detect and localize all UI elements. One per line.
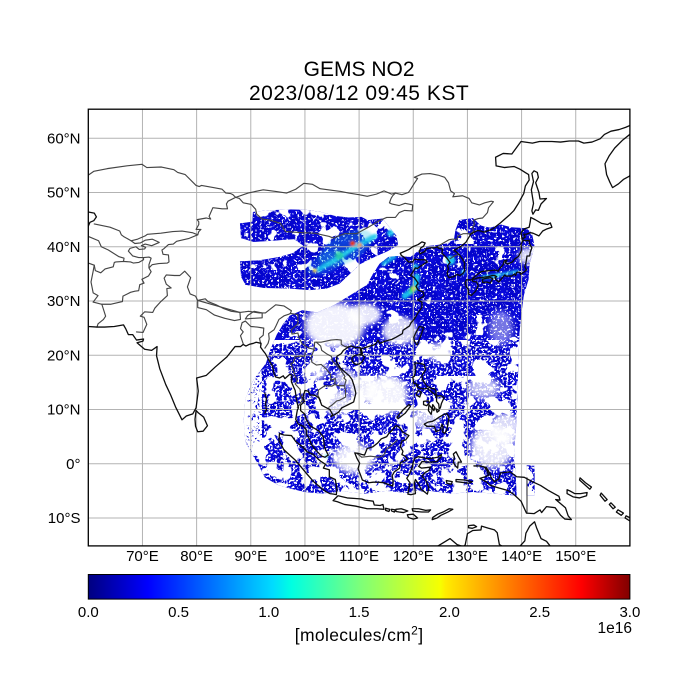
svg-text:90°E: 90°E: [234, 548, 267, 565]
svg-text:50°N: 50°N: [47, 185, 81, 202]
svg-text:1.5: 1.5: [349, 604, 370, 621]
svg-text:3.0: 3.0: [619, 604, 640, 621]
svg-text:120°E: 120°E: [393, 548, 434, 565]
svg-text:2.0: 2.0: [439, 604, 460, 621]
svg-text:70°E: 70°E: [126, 548, 159, 565]
svg-text:1e16: 1e16: [598, 620, 632, 637]
svg-text:130°E: 130°E: [447, 548, 488, 565]
svg-text:0°: 0°: [66, 456, 80, 473]
svg-text:10°N: 10°N: [47, 402, 81, 419]
svg-text:110°E: 110°E: [339, 548, 379, 565]
svg-text:30°N: 30°N: [47, 293, 81, 310]
svg-text:40°N: 40°N: [47, 239, 81, 256]
svg-text:80°E: 80°E: [180, 548, 213, 565]
svg-text:0.0: 0.0: [78, 604, 99, 621]
svg-text:10°S: 10°S: [48, 510, 81, 527]
svg-text:2023/08/12 09:45 KST: 2023/08/12 09:45 KST: [249, 82, 469, 105]
svg-text:GEMS NO2: GEMS NO2: [304, 58, 415, 81]
svg-text:100°E: 100°E: [284, 548, 325, 565]
svg-text:[molecules/cm2]: [molecules/cm2]: [295, 624, 424, 646]
svg-text:1.0: 1.0: [258, 604, 279, 621]
svg-text:60°N: 60°N: [47, 131, 81, 148]
svg-text:150°E: 150°E: [555, 548, 596, 565]
svg-text:0.5: 0.5: [168, 604, 189, 621]
svg-text:140°E: 140°E: [501, 548, 542, 565]
svg-text:2.5: 2.5: [529, 604, 550, 621]
svg-text:20°N: 20°N: [47, 348, 81, 365]
